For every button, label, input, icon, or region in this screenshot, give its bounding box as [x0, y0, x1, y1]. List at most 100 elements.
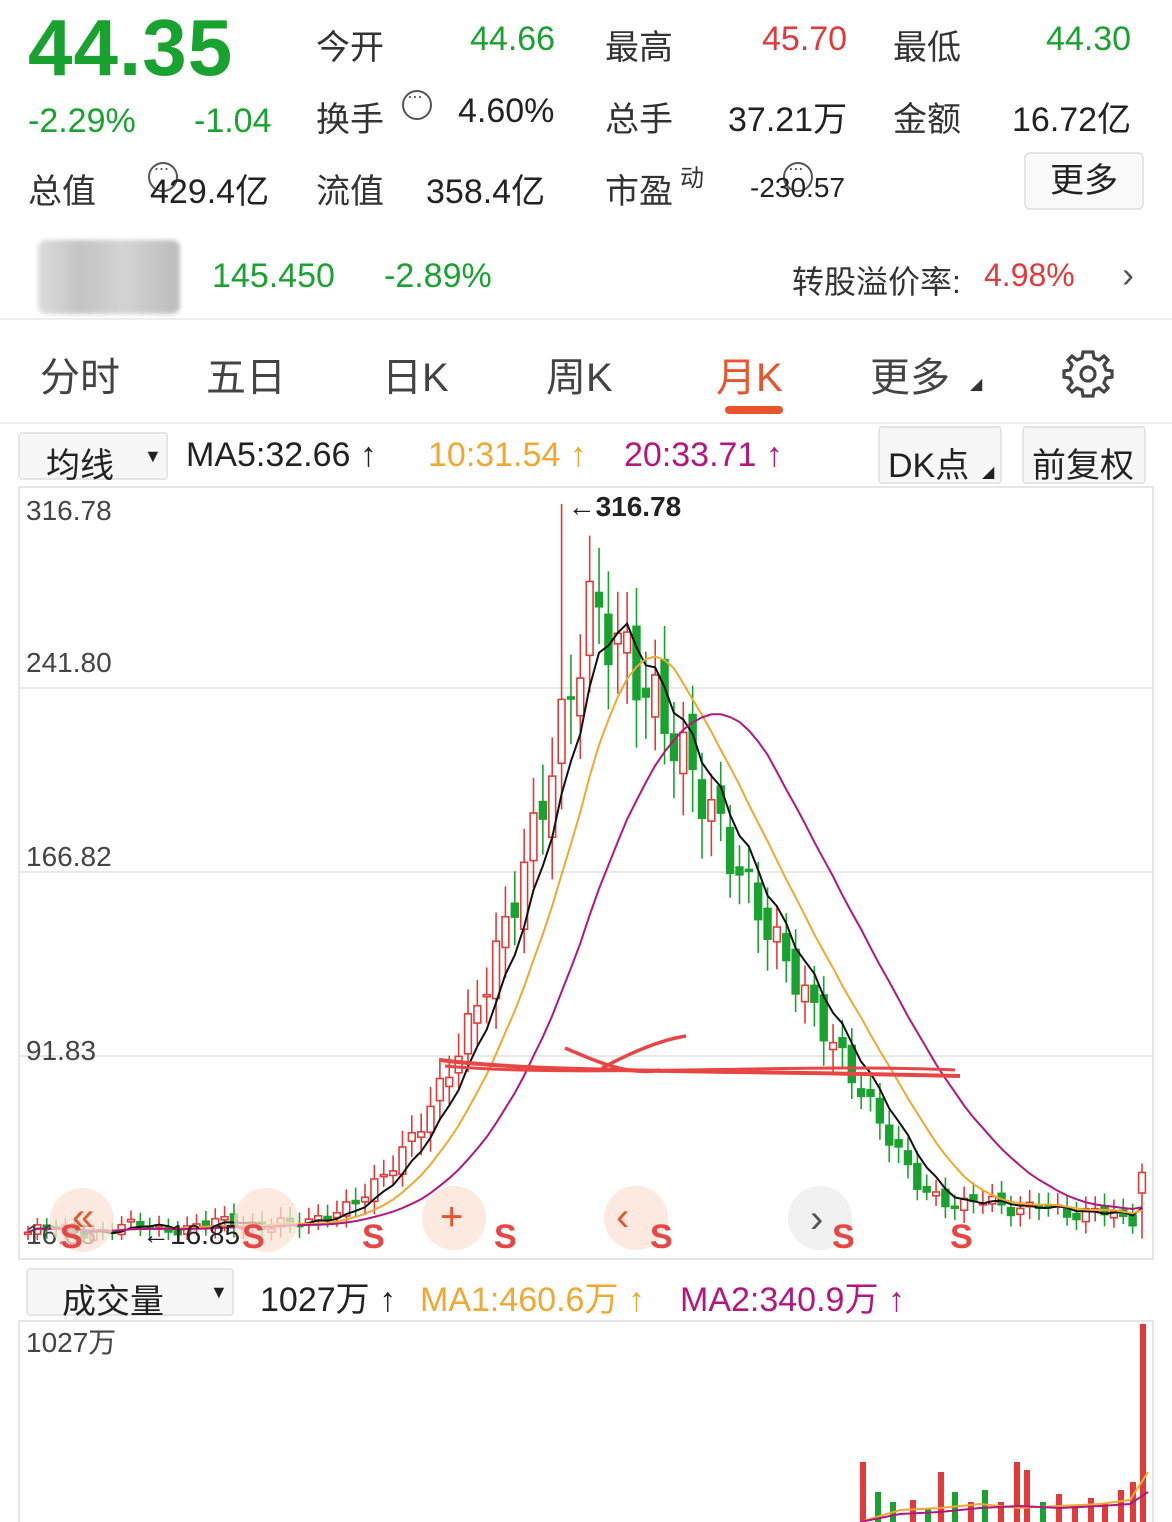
signal-circle	[422, 1186, 486, 1250]
candle-body	[173, 1229, 182, 1236]
dk-point-button[interactable]: DK点 ◢	[878, 426, 1002, 485]
turnover-value: 4.60%	[458, 92, 555, 130]
low-label: 最低	[893, 29, 961, 67]
candle-body	[950, 1205, 959, 1210]
last-price: 44.35	[28, 3, 234, 92]
adjust-button[interactable]: 前复权	[1022, 426, 1146, 485]
signal-circle	[50, 1188, 114, 1252]
pe-info-icon[interactable]	[782, 158, 813, 192]
divider	[0, 422, 1172, 424]
turnover-info-icon[interactable]	[402, 86, 432, 120]
vol-ma2-legend: MA2:340.9万 ↑	[680, 1281, 905, 1319]
bond-change: -2.89%	[384, 257, 492, 295]
candle-body	[791, 948, 800, 995]
ma10-legend: 10:31.54 ↑	[428, 436, 587, 474]
tab-five-day[interactable]: 五日	[206, 356, 286, 400]
volume-bar	[1072, 1506, 1078, 1522]
candle-body	[388, 1170, 398, 1177]
volume-bar	[1118, 1490, 1124, 1522]
candle-body	[1016, 1207, 1025, 1216]
fast-back-icon: «	[72, 1195, 94, 1239]
candle-body	[894, 1139, 903, 1148]
volume-bar	[910, 1500, 916, 1522]
more-quote-button[interactable]: 更多	[1024, 152, 1144, 210]
candle-body	[838, 1037, 847, 1049]
volume-value: 37.21万	[728, 101, 848, 139]
candle-body	[220, 1215, 229, 1221]
dk-caret-icon: ◢	[982, 464, 995, 481]
candle-body	[1137, 1171, 1147, 1194]
candle-body	[529, 812, 538, 862]
kline-chart-panel[interactable]: 316.78241.80166.8291.83←316.78←16.8516.8…	[18, 486, 1154, 1260]
candle-body	[463, 1013, 473, 1055]
vol-axis-label: 1027万	[26, 1327, 116, 1358]
candle-body	[538, 800, 548, 820]
tab-weekly-k[interactable]: 周K	[546, 356, 613, 400]
tab-daily-k[interactable]: 日K	[382, 356, 449, 400]
candle-body	[332, 1211, 342, 1219]
premium-label[interactable]: 转股溢价率:	[792, 264, 961, 300]
hand-drawn-cross	[601, 1034, 687, 1070]
tab-intraday[interactable]: 分时	[40, 356, 120, 400]
volume-chart[interactable]: 1027万	[20, 1322, 1152, 1522]
candle-body	[501, 915, 510, 949]
max-price-label: ←316.78	[568, 491, 682, 522]
sell-signal-label: S	[494, 1218, 517, 1256]
min-price-label: ←16.85	[142, 1219, 240, 1250]
candle-body	[866, 1089, 875, 1097]
candle-body	[772, 926, 782, 943]
candle-body	[716, 785, 725, 814]
adjust-label: 前复权	[1032, 447, 1134, 485]
candle-body	[753, 882, 763, 921]
candle-body	[351, 1199, 360, 1205]
candle-body	[510, 902, 519, 918]
chevron-right-icon: ›	[810, 1197, 823, 1241]
candle-body	[342, 1201, 351, 1217]
kline-chart[interactable]: 316.78241.80166.8291.83←316.78←16.8516.8…	[20, 488, 1152, 1258]
chevron-right-icon[interactable]: ›	[1122, 254, 1134, 295]
gear-icon[interactable]	[1062, 348, 1114, 400]
candle-body	[931, 1191, 941, 1197]
candle-body	[707, 798, 716, 822]
candle-body	[566, 696, 576, 700]
candle-body	[875, 1097, 885, 1124]
chevron-down-icon: ▼	[210, 1282, 228, 1302]
candle-body	[1128, 1214, 1137, 1227]
ma-select-label: 均线	[46, 447, 114, 485]
volume-bar	[982, 1490, 988, 1522]
volume-label: 总手	[605, 101, 673, 139]
tab-monthly-k[interactable]: 月K	[716, 356, 783, 400]
volume-bar	[1102, 1504, 1108, 1522]
candle-body	[622, 631, 632, 654]
candle-body	[557, 698, 566, 765]
candle-body	[1006, 1206, 1016, 1217]
volume-bar	[1088, 1498, 1094, 1522]
volume-chart-panel[interactable]: 1027万	[18, 1320, 1154, 1522]
candle-body	[885, 1124, 894, 1146]
dk-point-label: DK点	[888, 447, 970, 485]
candle-body	[744, 868, 754, 873]
sell-signal-label: S	[650, 1218, 673, 1256]
sell-signal-label: S	[60, 1218, 83, 1256]
bond-name-redacted	[38, 240, 180, 314]
tab-more[interactable]: 更多	[870, 356, 950, 400]
pe-label: 市盈	[605, 173, 673, 211]
premium-value[interactable]: 4.98%	[984, 257, 1075, 293]
ma-select[interactable]: 均线 ▼	[18, 432, 168, 485]
bond-price: 145.450	[212, 257, 335, 295]
add-icon: +	[440, 1195, 463, 1239]
amount-value: 16.72亿	[1012, 101, 1132, 139]
sell-signal-label: S	[950, 1218, 973, 1256]
candle-body	[828, 1041, 838, 1051]
ma20-line	[27, 713, 1143, 1234]
candle-body	[679, 731, 688, 775]
mktcap-info-icon[interactable]	[148, 158, 179, 192]
candle-body	[856, 1088, 866, 1098]
candle-body	[454, 1055, 463, 1074]
candle-body	[800, 984, 810, 1003]
vol-ma2-line	[859, 1491, 1149, 1522]
volume-select[interactable]: 成交量 ▼	[26, 1268, 234, 1321]
vol-ma1-line	[859, 1471, 1149, 1522]
mktcap-label: 总值	[28, 173, 96, 211]
candle-body	[735, 866, 744, 876]
